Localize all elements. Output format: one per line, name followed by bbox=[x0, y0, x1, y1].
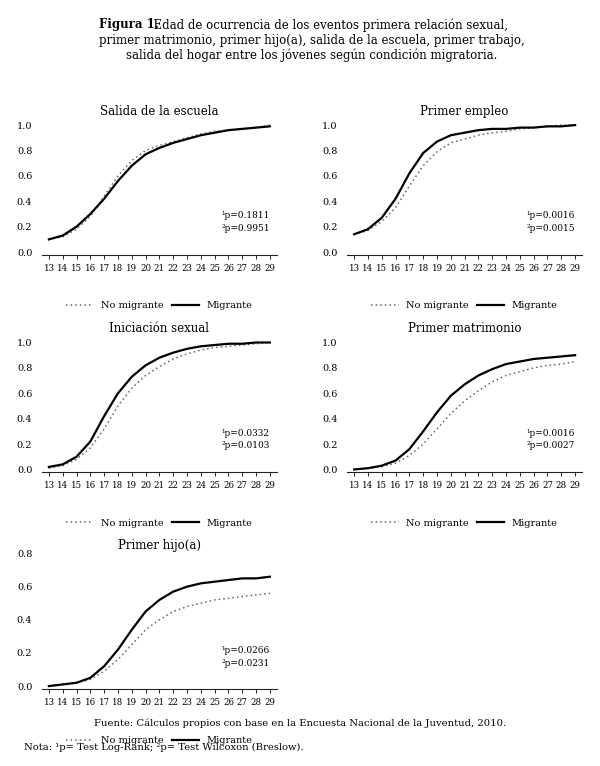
Text: ¹p=0.1811
²p=0.9951: ¹p=0.1811 ²p=0.9951 bbox=[221, 211, 270, 233]
Legend: No migrante, Migrante: No migrante, Migrante bbox=[368, 297, 562, 314]
Title: Primer empleo: Primer empleo bbox=[421, 105, 509, 117]
Text: Edad de ocurrencia de los eventos primera relación sexual,
primer matrimonio, pr: Edad de ocurrencia de los eventos primer… bbox=[99, 18, 525, 63]
Legend: No migrante, Migrante: No migrante, Migrante bbox=[368, 515, 562, 532]
Text: Figura 1.: Figura 1. bbox=[99, 18, 159, 31]
Title: Iniciación sexual: Iniciación sexual bbox=[109, 322, 209, 335]
Text: ¹p=0.0016
²p=0.0015: ¹p=0.0016 ²p=0.0015 bbox=[526, 211, 575, 233]
Text: ¹p=0.0266
²p=0.0231: ¹p=0.0266 ²p=0.0231 bbox=[221, 647, 270, 668]
Title: Primer matrimonio: Primer matrimonio bbox=[408, 322, 521, 335]
Text: Fuente: Cálculos propios con base en la Encuesta Nacional de la Juventud, 2010.: Fuente: Cálculos propios con base en la … bbox=[94, 719, 506, 728]
Text: Nota: ¹p= Test Log-Rank; ²p= Test Wilcoxon (Breslow).: Nota: ¹p= Test Log-Rank; ²p= Test Wilcox… bbox=[24, 743, 304, 752]
Text: ¹p=0.0016
²p=0.0027: ¹p=0.0016 ²p=0.0027 bbox=[527, 429, 575, 450]
Legend: No migrante, Migrante: No migrante, Migrante bbox=[62, 297, 256, 314]
Text: ¹p=0.0332
²p=0.0103: ¹p=0.0332 ²p=0.0103 bbox=[221, 429, 270, 450]
Legend: No migrante, Migrante: No migrante, Migrante bbox=[62, 732, 256, 749]
Title: Salida de la escuela: Salida de la escuela bbox=[100, 105, 218, 117]
Legend: No migrante, Migrante: No migrante, Migrante bbox=[62, 515, 256, 532]
Title: Primer hijo(a): Primer hijo(a) bbox=[118, 539, 201, 552]
